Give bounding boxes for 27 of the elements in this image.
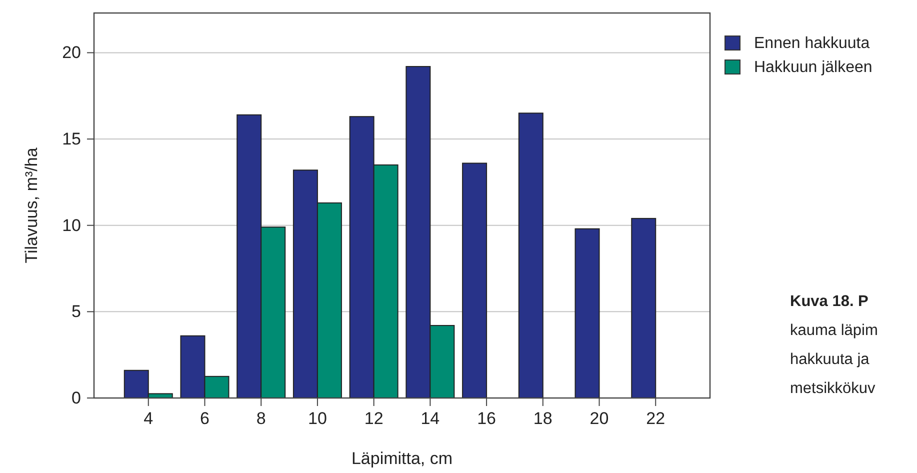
x-tick-label: 10 [308, 409, 327, 428]
legend-label: Ennen hakkuuta [754, 35, 870, 52]
legend-label: Hakkuun jälkeen [754, 59, 872, 76]
x-tick-label: 4 [144, 409, 154, 428]
text: metsikkökuv [790, 380, 876, 397]
x-axis-title: Läpimitta, cm [351, 449, 453, 468]
bar [462, 162, 488, 398]
y-tick-label: 0 [72, 388, 81, 408]
x-tick-label: 8 [256, 409, 266, 428]
text: hakkuuta ja [790, 351, 870, 368]
y-tick-label: 5 [72, 302, 81, 322]
y-tick-label: 20 [62, 43, 81, 62]
x-tick-label: 18 [533, 409, 552, 428]
text: Kuva 18. P [790, 293, 868, 310]
y-tick-label: 15 [62, 129, 81, 148]
x-tick-label: 12 [364, 409, 384, 428]
text: kauma läpim [790, 322, 878, 339]
bar [631, 218, 656, 398]
x-tick-label: 22 [646, 409, 666, 428]
y-axis-title: Tilavuus, m³/ha [22, 147, 41, 264]
x-tick-label: 16 [477, 409, 496, 428]
y-tick-label: 10 [62, 216, 81, 235]
x-tick-label: 14 [420, 409, 440, 428]
bar [574, 228, 600, 398]
x-tick-label: 6 [200, 409, 210, 428]
bar [518, 112, 544, 398]
x-tick-label: 20 [590, 409, 609, 428]
